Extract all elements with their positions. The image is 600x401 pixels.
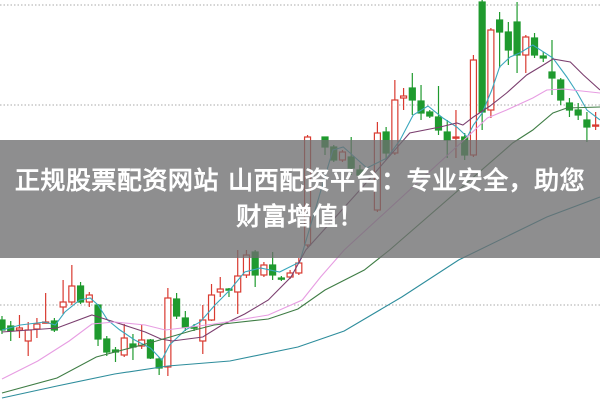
candle-down: [181, 317, 189, 328]
candle-up: [120, 337, 128, 356]
candle-up: [522, 36, 530, 56]
moving-average-line: [1, 106, 600, 394]
candle-up: [592, 124, 600, 127]
candle-down: [513, 21, 521, 56]
candle-down: [76, 285, 85, 303]
moving-average-line: [1, 88, 600, 380]
candle-up: [199, 319, 207, 342]
candle-down: [155, 358, 163, 369]
candle-down: [173, 298, 181, 317]
candle-down: [277, 277, 285, 280]
candle-up: [260, 264, 268, 276]
headline-banner: 正规股票配资网站 山西配资平台：专业安全，助您 财富增值！: [0, 140, 600, 258]
candle-down: [539, 55, 547, 59]
candle-up: [59, 301, 67, 308]
candle-up: [452, 136, 460, 139]
candle-down: [94, 304, 102, 340]
candle-down: [408, 87, 416, 101]
candle-up: [207, 294, 216, 321]
headline-line-1: 正规股票配资网站 山西配资平台：专业安全，助您: [14, 166, 586, 195]
candle-down: [583, 119, 591, 128]
candle-down: [504, 31, 512, 51]
candle-up: [15, 327, 24, 331]
candle-up: [24, 329, 32, 342]
candle-up: [33, 323, 41, 330]
candle-down: [574, 109, 582, 116]
candle-down: [548, 71, 556, 79]
candle-up: [164, 297, 172, 368]
candle-down: [103, 338, 111, 353]
candle-down: [146, 339, 155, 359]
headline-line-2: 财富增值！: [236, 202, 364, 231]
candle-down: [443, 131, 451, 141]
candle-down: [426, 111, 434, 117]
candle-down: [0, 319, 6, 331]
candle-down: [557, 79, 565, 101]
candle-up: [399, 95, 408, 99]
candle-down: [496, 19, 504, 33]
candle-up: [216, 288, 224, 293]
candle-up: [487, 29, 495, 111]
candle-up: [68, 285, 76, 303]
candle-down: [478, 1, 486, 113]
candle-up: [286, 272, 294, 278]
candle-down: [565, 102, 574, 111]
candle-down: [434, 116, 443, 131]
candle-down: [50, 320, 58, 331]
candle-down: [417, 100, 425, 114]
candle-up: [295, 262, 303, 274]
